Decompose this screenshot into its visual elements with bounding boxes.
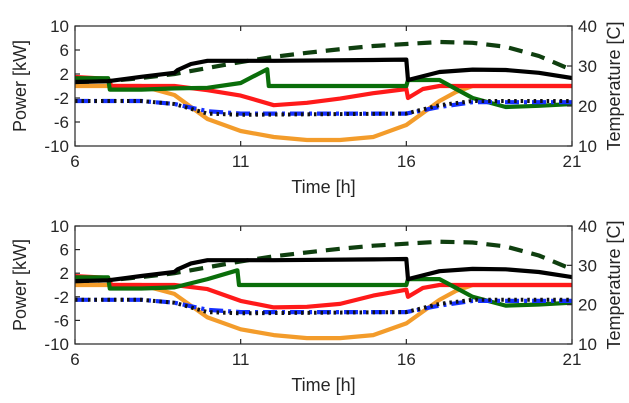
y-tick-label: -2 <box>54 288 69 307</box>
x-tick-label: 11 <box>232 152 250 171</box>
y-tick-label: -6 <box>54 311 69 330</box>
y-right-axis-label: Temperature [C] <box>604 21 624 150</box>
y-tick-label: 6 <box>60 41 69 60</box>
series-line-7 <box>75 256 572 284</box>
y-right-tick-label: 30 <box>578 57 597 76</box>
y-tick-label: -10 <box>44 137 69 156</box>
x-tick-label: 11 <box>232 350 250 369</box>
x-tick-label: 21 <box>563 152 582 171</box>
y-right-tick-label: 30 <box>578 256 597 275</box>
series-line-2 <box>75 74 572 108</box>
series-group <box>75 239 572 341</box>
y-tick-label: -2 <box>54 89 69 108</box>
series-line-6 <box>75 39 572 85</box>
y-right-tick-label: 10 <box>578 137 597 156</box>
x-axis-label: Time [h] <box>291 177 355 197</box>
x-tick-label: 21 <box>563 350 582 369</box>
x-tick-label: 16 <box>397 152 416 171</box>
y-tick-label: 10 <box>50 217 69 236</box>
x-tick-label: 6 <box>70 350 79 369</box>
series-line-7 <box>75 57 572 85</box>
x-tick-label: 6 <box>70 152 79 171</box>
y-axis-label: Power [kW] <box>10 40 30 132</box>
x-tick-label: 16 <box>397 350 416 369</box>
series-line-6 <box>75 239 572 284</box>
axes-box <box>74 25 573 147</box>
y-right-tick-label: 10 <box>578 335 597 354</box>
y-right-tick-label: 20 <box>578 296 597 315</box>
chart-panel-1: 6 11 16 21 -10 -6 -2 2 6 10 10 20 30 40 Time [h] Power … <box>10 17 624 197</box>
y-right-tick-label: 20 <box>578 97 597 116</box>
y-tick-label: -10 <box>44 335 69 354</box>
y-tick-label: -6 <box>54 113 69 132</box>
y-right-axis-label: Temperature [C] <box>604 220 624 349</box>
y-tick-label: 6 <box>60 241 69 260</box>
series-line-4 <box>75 297 572 315</box>
y-right-tick-label: 40 <box>578 17 597 36</box>
axes-box <box>74 225 573 345</box>
y-right-tick-label: 40 <box>578 217 597 236</box>
series-line-4 <box>75 98 572 116</box>
y-axis-label: Power [kW] <box>10 239 30 331</box>
y-tick-label: 2 <box>60 65 69 84</box>
y-tick-label: 2 <box>60 264 69 283</box>
x-axis-label: Time [h] <box>291 375 355 395</box>
series-line-2 <box>75 274 572 310</box>
chart-panel-2: 6 11 16 21 -10 -6 -2 2 6 10 10 20 30 40 Time [h] Power … <box>10 217 624 395</box>
series-group <box>75 39 572 143</box>
y-tick-label: 10 <box>50 17 69 36</box>
